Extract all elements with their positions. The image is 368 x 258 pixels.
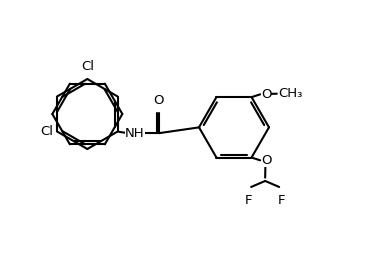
Text: O: O — [154, 94, 164, 107]
Text: Cl: Cl — [40, 125, 53, 138]
Text: NH: NH — [125, 127, 145, 140]
Text: O: O — [261, 87, 271, 101]
Text: F: F — [278, 194, 286, 207]
Text: O: O — [261, 154, 271, 167]
Text: CH₃: CH₃ — [278, 87, 302, 100]
Text: F: F — [245, 194, 252, 207]
Text: Cl: Cl — [81, 60, 94, 73]
